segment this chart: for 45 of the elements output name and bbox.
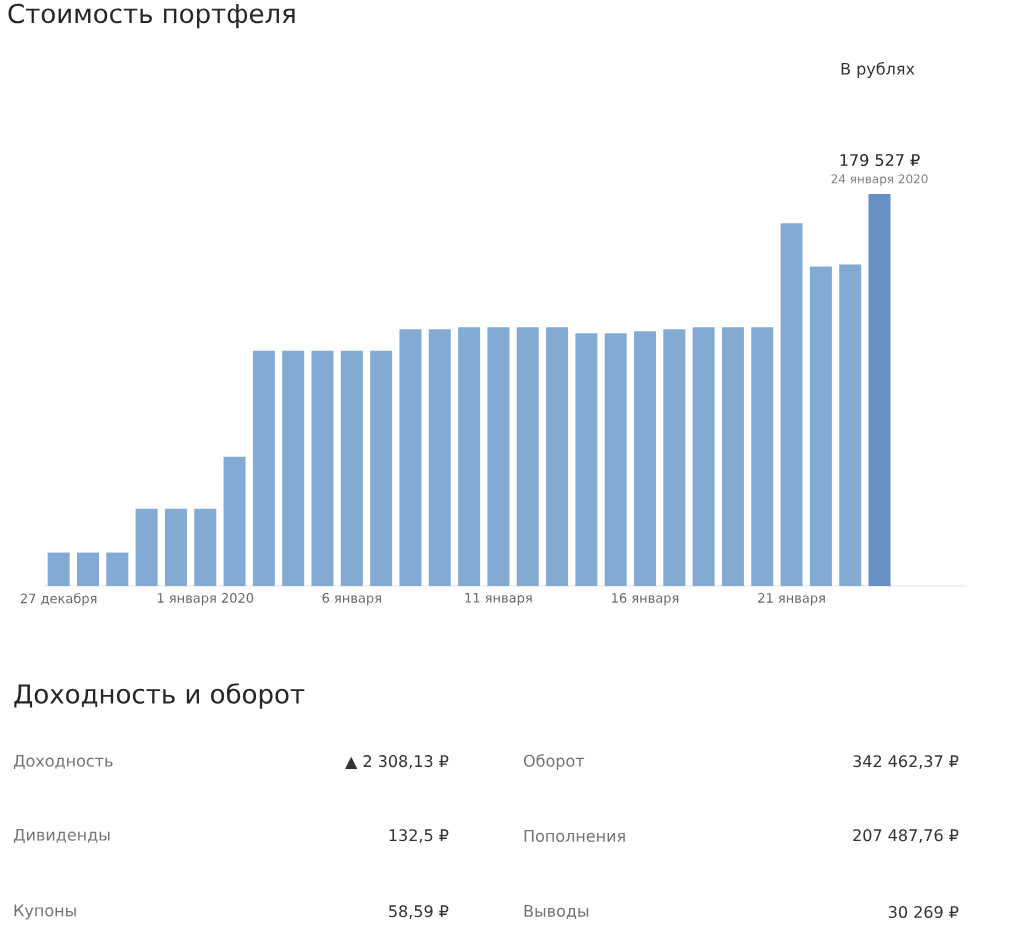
bar (340, 350, 363, 586)
text: 132,5 ₽ (389, 829, 449, 843)
bar (370, 350, 393, 586)
bar (633, 331, 656, 586)
bar (487, 327, 510, 586)
text: В рублях (841, 62, 915, 78)
bar (458, 327, 481, 586)
text: Выводы (524, 905, 589, 919)
bar (194, 508, 217, 586)
bar (780, 223, 803, 586)
bar (311, 350, 334, 586)
text: 207 487,76 ₽ (853, 829, 959, 843)
bar (721, 327, 744, 586)
bar (663, 329, 686, 586)
text: 30 269 ₽ (888, 905, 959, 919)
data-label: 179 527 ₽ (840, 153, 920, 167)
bar (839, 264, 862, 586)
text: ▲ 2 308,13 ₽ (345, 755, 449, 769)
bar (47, 552, 70, 586)
bar (604, 333, 627, 586)
text: Доходность (13, 754, 113, 770)
text: Доходность и оборот (14, 683, 305, 709)
bar (575, 333, 598, 586)
bar (282, 350, 305, 586)
text: 342 462,37 ₽ (853, 755, 959, 769)
text: Купоны (14, 904, 76, 920)
bar (751, 327, 774, 586)
bar (516, 327, 539, 586)
bar (692, 327, 715, 586)
bar (399, 329, 422, 586)
text: Дивиденды (13, 828, 110, 844)
text: 58,59 ₽ (389, 905, 449, 919)
bar (106, 552, 129, 586)
text: Оборот (523, 754, 585, 770)
bar (252, 350, 275, 586)
bar (809, 266, 832, 586)
bar (546, 327, 569, 586)
chart-title: Стоимость портфеля (8, 3, 295, 29)
bar (164, 508, 187, 586)
bar (76, 552, 99, 586)
bar (868, 193, 891, 586)
bar (135, 508, 158, 586)
text: Пополнения (524, 830, 625, 842)
bar (428, 329, 451, 586)
bar (223, 456, 246, 586)
